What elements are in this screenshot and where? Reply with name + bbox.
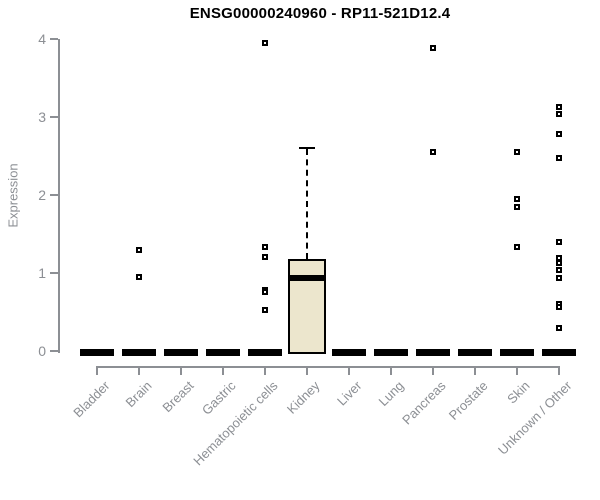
x-axis-line — [96, 366, 560, 368]
zero-median-bar — [80, 349, 114, 356]
zero-median-bar — [332, 349, 366, 356]
x-tick-mark — [432, 366, 434, 375]
outlier-point — [514, 203, 520, 210]
upper-whisker — [306, 149, 308, 259]
outlier-point — [136, 273, 142, 280]
x-tick-mark — [474, 366, 476, 375]
x-tick-mark — [222, 366, 224, 375]
x-tick-mark — [558, 366, 560, 375]
x-tick-mark — [348, 366, 350, 375]
zero-median-bar — [542, 349, 576, 356]
outlier-point — [556, 131, 562, 138]
whisker-cap — [299, 147, 315, 150]
outlier-point — [430, 45, 436, 52]
y-axis-label: Expression — [5, 163, 21, 228]
outlier-point — [514, 195, 520, 202]
outlier-point — [262, 39, 268, 46]
outlier-point — [136, 246, 142, 253]
y-tick-label: 1 — [38, 265, 46, 281]
zero-median-bar — [500, 349, 534, 356]
zero-median-bar — [374, 349, 408, 356]
median-line — [288, 275, 326, 282]
zero-median-bar — [122, 349, 156, 356]
outlier-point — [514, 149, 520, 156]
y-tick-mark — [50, 194, 58, 196]
x-tick-mark — [180, 366, 182, 375]
y-tick-label: 4 — [38, 31, 46, 47]
x-tick-mark — [516, 366, 518, 375]
y-tick-mark — [50, 116, 58, 118]
outlier-point — [262, 254, 268, 261]
zero-median-bar — [248, 349, 282, 356]
x-tick-mark — [138, 366, 140, 375]
outlier-point — [556, 325, 562, 332]
y-tick-label: 0 — [38, 343, 46, 359]
box-iqr — [288, 258, 326, 354]
outlier-point — [514, 244, 520, 251]
x-tick-mark — [264, 366, 266, 375]
zero-median-bar — [206, 349, 240, 356]
y-tick-label: 3 — [38, 109, 46, 125]
y-tick-mark — [50, 350, 58, 352]
y-tick-label: 2 — [38, 187, 46, 203]
zero-median-bar — [458, 349, 492, 356]
y-axis-line — [58, 39, 60, 353]
outlier-point — [556, 259, 562, 266]
x-tick-mark — [306, 366, 308, 375]
outlier-point — [556, 103, 562, 110]
outlier-point — [430, 149, 436, 156]
outlier-point — [262, 244, 268, 251]
outlier-point — [556, 303, 562, 310]
outlier-point — [556, 110, 562, 117]
outlier-point — [556, 274, 562, 281]
x-tick-mark — [96, 366, 98, 375]
outlier-point — [556, 155, 562, 162]
outlier-point — [262, 288, 268, 295]
chart-title: ENSG00000240960 - RP11-521D12.4 — [189, 5, 451, 22]
outlier-point — [262, 306, 268, 313]
x-tick-mark — [390, 366, 392, 375]
zero-median-bar — [164, 349, 198, 356]
outlier-point — [556, 238, 562, 245]
y-tick-mark — [50, 38, 58, 40]
zero-median-bar — [416, 349, 450, 356]
outlier-point — [556, 266, 562, 273]
y-tick-mark — [50, 272, 58, 274]
